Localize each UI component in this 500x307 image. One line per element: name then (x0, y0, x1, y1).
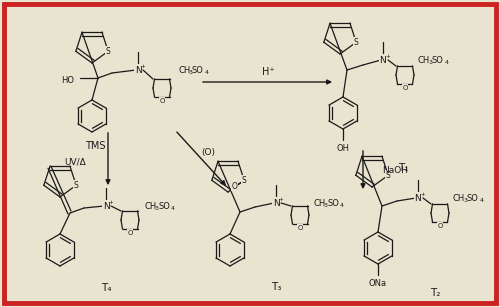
Text: UV/Δ: UV/Δ (64, 157, 86, 166)
Text: 3: 3 (324, 203, 328, 208)
Text: 4: 4 (480, 197, 484, 203)
Text: ONa: ONa (369, 279, 387, 289)
Text: CH: CH (453, 193, 465, 203)
Text: T₂: T₂ (430, 288, 440, 298)
Text: 3: 3 (464, 197, 468, 203)
Text: S: S (354, 38, 358, 47)
Text: +: + (420, 192, 426, 196)
Text: CH: CH (313, 199, 325, 208)
Text: NaOH: NaOH (382, 165, 408, 174)
Text: 4: 4 (445, 60, 449, 64)
Text: SO: SO (158, 201, 170, 211)
Text: 4: 4 (205, 69, 209, 75)
Text: 3: 3 (429, 60, 433, 64)
Text: OH: OH (336, 143, 349, 153)
Text: +: + (140, 64, 145, 68)
Text: O: O (402, 85, 407, 91)
Text: TMS: TMS (85, 141, 105, 151)
Text: H⁺: H⁺ (262, 67, 274, 77)
Text: 3: 3 (155, 205, 159, 211)
Text: S: S (106, 47, 110, 56)
Text: S: S (386, 171, 390, 180)
Text: T₃: T₃ (271, 282, 281, 292)
Text: HO: HO (61, 76, 74, 84)
Text: SO: SO (432, 56, 444, 64)
Text: O: O (438, 223, 442, 229)
Text: O: O (298, 225, 302, 231)
Text: SO: SO (192, 65, 204, 75)
Text: CH: CH (418, 56, 430, 64)
Text: +: + (278, 196, 283, 201)
Text: SO: SO (327, 199, 339, 208)
Text: CH: CH (178, 65, 190, 75)
Text: O: O (128, 230, 132, 236)
Text: +: + (386, 53, 390, 59)
Text: 4: 4 (340, 203, 344, 208)
Text: 3: 3 (189, 69, 193, 75)
Text: (O): (O) (201, 147, 215, 157)
Text: CH: CH (144, 201, 156, 211)
Text: T₁: T₁ (398, 163, 408, 173)
Text: N: N (272, 199, 280, 208)
Text: N: N (134, 65, 141, 75)
Text: S: S (74, 181, 78, 190)
Text: O: O (160, 98, 164, 104)
Text: N: N (102, 201, 110, 211)
Text: +: + (108, 200, 114, 204)
Text: 4: 4 (171, 205, 175, 211)
Text: T₄: T₄ (101, 283, 112, 293)
Text: S: S (242, 176, 246, 185)
Text: SO: SO (467, 193, 479, 203)
Text: N: N (414, 193, 422, 203)
Text: O: O (231, 182, 237, 191)
Text: N: N (380, 56, 386, 64)
